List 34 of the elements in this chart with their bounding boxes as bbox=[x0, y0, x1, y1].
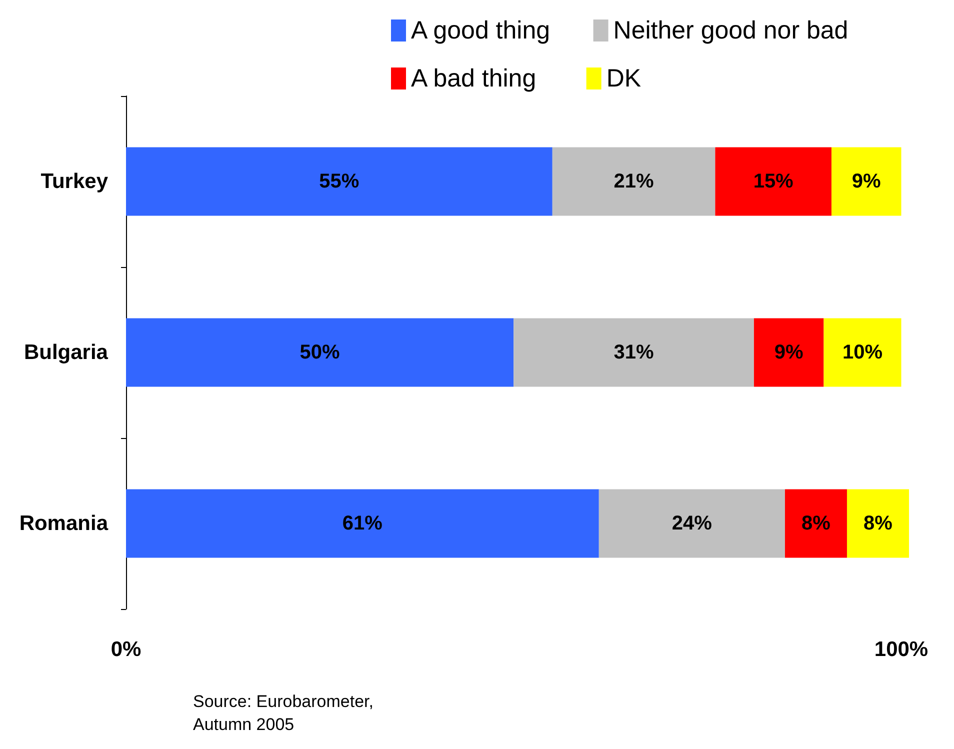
x-tick-label: 100% bbox=[874, 638, 928, 661]
data-label: 61% bbox=[342, 512, 383, 534]
bar bbox=[126, 489, 599, 558]
legend-label: DK bbox=[606, 64, 724, 92]
data-label: 8% bbox=[802, 512, 831, 534]
bar bbox=[598, 489, 785, 558]
data-label: 9% bbox=[774, 342, 804, 364]
data-label: 31% bbox=[614, 342, 654, 364]
legend-label: A bad thing bbox=[411, 64, 557, 92]
data-label: 55% bbox=[319, 170, 360, 192]
bar bbox=[552, 147, 716, 216]
bar bbox=[831, 147, 902, 216]
y-tick-label: Bulgaria bbox=[24, 341, 108, 364]
bar bbox=[824, 318, 902, 387]
data-label: 15% bbox=[753, 170, 794, 192]
data-label: 8% bbox=[864, 512, 893, 534]
data-label: 24% bbox=[672, 512, 712, 534]
data-label: 9% bbox=[852, 170, 882, 192]
y-tick-label: Romania bbox=[19, 512, 108, 535]
data-label: 21% bbox=[614, 170, 654, 192]
legend-label: Neither good nor bad bbox=[613, 16, 848, 44]
bar bbox=[514, 318, 754, 387]
bar bbox=[784, 489, 847, 558]
bar bbox=[715, 147, 832, 216]
data-label: 10% bbox=[842, 342, 883, 364]
x-tick-label: 0% bbox=[110, 638, 142, 661]
data-label: 50% bbox=[300, 342, 340, 364]
bar bbox=[846, 489, 909, 558]
bar bbox=[754, 318, 824, 387]
bar bbox=[126, 147, 552, 216]
bar bbox=[126, 318, 514, 387]
source-note: Source: Eurobarometer, Autumn 2005 bbox=[193, 692, 378, 734]
y-tick-label: Turkey bbox=[40, 170, 108, 193]
legend-label: A good thing bbox=[411, 16, 564, 44]
